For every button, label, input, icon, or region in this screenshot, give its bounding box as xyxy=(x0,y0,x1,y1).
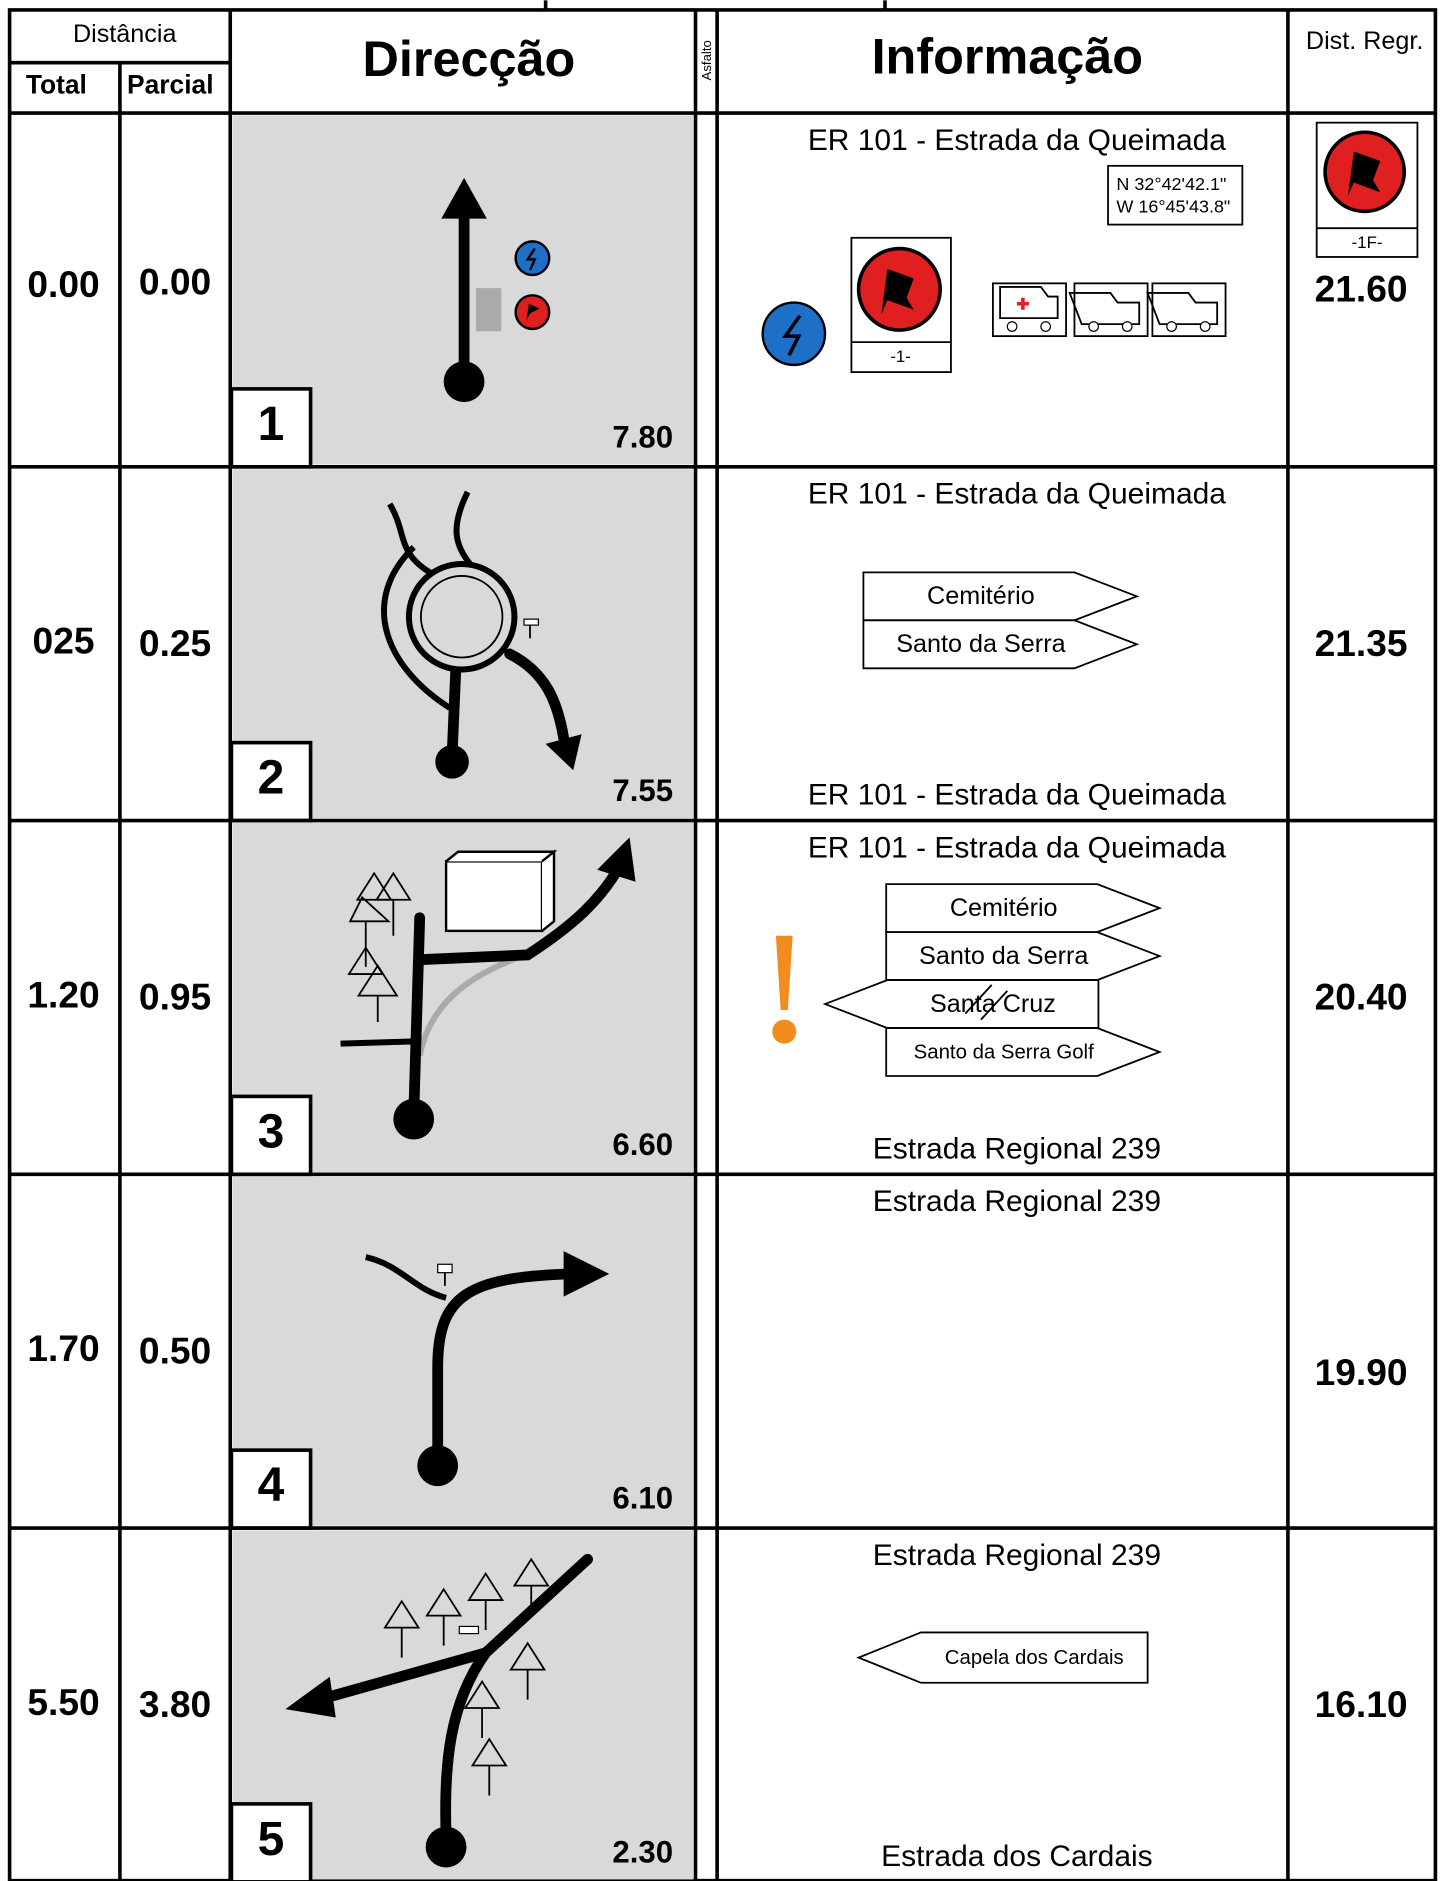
step-box xyxy=(229,1094,313,1177)
remaining-to-next: 7.55 xyxy=(612,773,673,808)
partial-distance: 0.25 xyxy=(139,622,211,664)
sign-text: Santo da Serra Golf xyxy=(914,1042,1094,1064)
partial-distance: 3.80 xyxy=(139,1683,211,1725)
sign-crossing xyxy=(964,984,1008,1021)
total-distance: 5.50 xyxy=(27,1681,99,1723)
route-diagram xyxy=(340,837,636,1140)
partial-distance: 0.00 xyxy=(139,260,211,302)
regr-label: -1F- xyxy=(1352,233,1383,252)
total-distance: 1.20 xyxy=(27,973,99,1015)
remaining-distance: 20.40 xyxy=(1315,976,1408,1018)
wheel xyxy=(1040,321,1052,332)
total-distance: 0.00 xyxy=(27,263,99,305)
remaining-distance-header: Dist. Regr. xyxy=(1306,27,1424,55)
fuel-icon xyxy=(761,301,827,367)
direction-sign xyxy=(822,979,1100,1029)
remaining-to-next: 6.60 xyxy=(612,1127,673,1162)
direction-sign xyxy=(885,883,1163,934)
step-number: 4 xyxy=(258,1459,285,1512)
remaining-to-next: 6.10 xyxy=(612,1481,673,1516)
remaining-distance: 16.10 xyxy=(1315,1683,1408,1725)
wheel xyxy=(1088,321,1100,332)
remaining-to-next: 2.30 xyxy=(612,1835,673,1870)
total-distance: 1.70 xyxy=(27,1327,99,1369)
route-diagram xyxy=(381,490,582,779)
direction-sign xyxy=(862,619,1140,670)
partial-header: Parcial xyxy=(127,70,214,100)
remaining-distance: 19.90 xyxy=(1315,1351,1408,1393)
fuel-bolt xyxy=(781,314,802,357)
sign-text: Santo da Serra xyxy=(919,942,1088,970)
hazard-dot xyxy=(772,1019,797,1044)
step-box xyxy=(229,1802,313,1881)
step-box xyxy=(229,387,313,469)
step-number: 5 xyxy=(258,1813,285,1866)
total-distance: 025 xyxy=(33,620,95,662)
road-name: ER 101 - Estrada da Queimada xyxy=(808,124,1226,157)
service-icon xyxy=(1151,282,1227,338)
service-icon xyxy=(1073,282,1149,338)
sign-text: Cemitério xyxy=(950,894,1058,922)
wheel xyxy=(1166,321,1177,332)
route-diagram xyxy=(441,177,551,403)
vehicle xyxy=(1068,292,1141,326)
sign-text: Santo da Serra xyxy=(896,630,1065,658)
route-diagram xyxy=(365,1251,610,1487)
next-road-name: Estrada Regional 239 xyxy=(873,1132,1161,1165)
total-header: Total xyxy=(26,70,87,100)
asphalt-header: Asfalto xyxy=(699,40,714,80)
road-name: Estrada Regional 239 xyxy=(873,1185,1161,1218)
regr-flag-shape xyxy=(1347,151,1381,196)
wheel xyxy=(1199,321,1211,332)
road-name: ER 101 - Estrada da Queimada xyxy=(808,478,1226,511)
step-number: 2 xyxy=(258,752,285,805)
coordinate: N 32°42'42.1" xyxy=(1116,174,1226,194)
road-name: Estrada Regional 239 xyxy=(873,1539,1161,1572)
service-icon xyxy=(992,282,1067,338)
partial-distance: 0.50 xyxy=(139,1329,211,1371)
partial-distance: 0.95 xyxy=(139,976,211,1018)
sign-text: Santa Cruz xyxy=(930,990,1056,1018)
direction-header: Direcção xyxy=(363,30,576,87)
hazard-mark xyxy=(775,935,793,1011)
direction-sign xyxy=(885,931,1163,981)
direction-sign xyxy=(862,571,1140,622)
coordinate: W 16°45'43.8" xyxy=(1116,197,1230,217)
route-row: 025 0.25 2 7.55 ER 101 - Estrada da Queimada… xyxy=(9,465,1436,823)
step-number: 3 xyxy=(258,1105,285,1158)
vehicle xyxy=(999,286,1059,320)
route-row: 0.00 0.00 1 7.80 ER 101 - Estrada da Queimad… xyxy=(27,115,1419,469)
route-row: 1.20 0.95 3 6.60 ER 101 - Estrada da Queimad… xyxy=(9,818,1436,1177)
route-diagram xyxy=(285,1553,593,1868)
next-road-name: Estrada dos Cardais xyxy=(881,1840,1153,1873)
wheel xyxy=(1121,321,1133,332)
sign-text: Capela dos Cardais xyxy=(945,1647,1124,1669)
ambulance-cross xyxy=(1016,297,1029,310)
coordinates-box xyxy=(1107,164,1244,226)
information-header: Informação xyxy=(872,28,1143,85)
next-road-name: ER 101 - Estrada da Queimada xyxy=(808,779,1226,812)
road-name: ER 101 - Estrada da Queimada xyxy=(808,831,1226,864)
remaining-distance: 21.60 xyxy=(1315,268,1408,310)
remaining-distance: 21.35 xyxy=(1315,622,1408,664)
rows: 0.00 0.00 1 7.80 ER 101 - Estrada da Queimad… xyxy=(9,115,1436,1881)
header: Distância Total Parcial Direcção Asfalto… xyxy=(7,0,1438,1881)
direction-sign xyxy=(856,1631,1149,1684)
direction-sign xyxy=(885,1027,1163,1077)
flag-shape xyxy=(881,268,914,315)
vehicle xyxy=(1146,292,1219,326)
sign-text: Cemitério xyxy=(927,582,1035,610)
waypoint-label: -1- xyxy=(890,347,911,366)
route-row: 5.50 3.80 5 2.30 Estrada Regional 239 Estrada… xyxy=(9,1526,1436,1881)
step-number: 1 xyxy=(258,398,285,451)
distance-header: Distância xyxy=(73,20,177,48)
wheel xyxy=(1006,321,1018,332)
route-row: 1.70 0.50 4 6.10 Estrada Regional 239 19.90 xyxy=(9,1172,1436,1530)
remaining-to-next: 7.80 xyxy=(612,419,673,454)
